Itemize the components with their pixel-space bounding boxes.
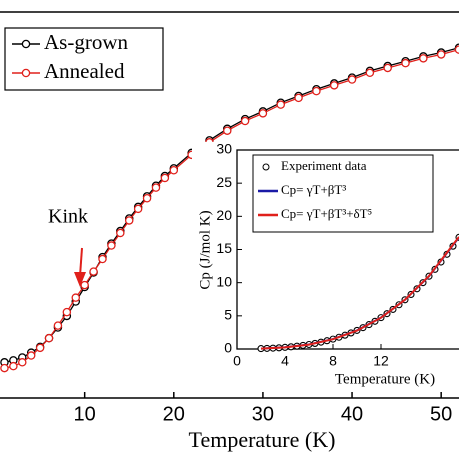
x-tick-label: 40 xyxy=(341,403,363,425)
data-point xyxy=(116,228,125,238)
data-point xyxy=(98,254,107,264)
y-axis-label: Cp (J/mol K) xyxy=(197,210,213,289)
data-point xyxy=(294,93,303,103)
data-point xyxy=(276,100,285,109)
x-tick-label: 50 xyxy=(430,403,452,425)
data-point xyxy=(9,361,18,371)
data-point xyxy=(35,343,45,353)
inset-plot: 0 5 10 15 20 25 30 0 4 8 12 Temperature (K) Cp (J/mo… xyxy=(192,141,459,391)
data-point xyxy=(160,173,170,183)
x-tick-label: 20 xyxy=(163,403,185,425)
data-point xyxy=(347,75,357,84)
data-point xyxy=(223,126,232,135)
main-plot: 10 20 30 40 50 xyxy=(0,43,459,425)
data-point xyxy=(124,216,134,225)
annotation-arrowhead xyxy=(74,272,86,287)
x-axis-label: Temperature (K) xyxy=(189,427,336,452)
legend-marker xyxy=(21,68,31,78)
legend-label: Experiment data xyxy=(281,158,367,173)
legend-box xyxy=(4,27,164,91)
data-point xyxy=(71,293,81,302)
data-point xyxy=(142,193,152,203)
data-point xyxy=(454,45,459,54)
data-point xyxy=(0,363,9,373)
y-tick-label: 30 xyxy=(216,141,232,157)
legend-label: Cp= γT+βT³ xyxy=(281,182,346,197)
data-point xyxy=(383,63,392,73)
legend-marker xyxy=(262,163,270,171)
data-point xyxy=(312,86,321,96)
x-axis-label: Temperature (K) xyxy=(335,371,435,387)
data-point xyxy=(401,58,410,68)
legend-marker xyxy=(21,39,31,49)
fit-line xyxy=(260,236,459,350)
x-tick-label: 12 xyxy=(373,353,389,369)
data-point xyxy=(53,321,63,330)
legend-label: Cp= γT+βT³+δT⁵ xyxy=(281,206,372,221)
data-point xyxy=(329,81,339,90)
data-point xyxy=(240,116,250,126)
x-tick-label: 30 xyxy=(252,403,274,425)
data-point xyxy=(18,358,27,367)
data-point xyxy=(107,241,116,250)
legend-label: As-grown xyxy=(44,30,128,54)
data-point xyxy=(258,109,268,118)
y-tick-label: 25 xyxy=(216,174,232,190)
data-point xyxy=(436,50,446,59)
y-tick-label: 0 xyxy=(224,340,232,356)
x-tick-label: 8 xyxy=(329,353,337,369)
data-point xyxy=(44,333,54,343)
data-point xyxy=(89,267,98,276)
y-tick-label: 20 xyxy=(216,207,232,223)
annotation-arrow xyxy=(79,247,83,277)
data-point xyxy=(169,166,179,175)
x-tick-label: 0 xyxy=(233,353,241,369)
data-point xyxy=(80,280,89,290)
annotation: Kink xyxy=(48,206,88,228)
y-tick-label: 5 xyxy=(224,307,232,323)
data-point xyxy=(365,68,375,78)
legend-label: Annealed xyxy=(44,59,125,83)
y-tick-label: 10 xyxy=(216,273,232,289)
data-point xyxy=(419,54,428,63)
data-point xyxy=(62,307,72,317)
x-tick-label: 4 xyxy=(281,353,289,369)
inset-legend-box xyxy=(252,154,434,233)
y-tick-label: 15 xyxy=(216,240,232,256)
data-point xyxy=(151,183,161,192)
data-point xyxy=(26,351,36,360)
x-tick-label: 10 xyxy=(74,403,96,425)
data-point xyxy=(133,204,143,214)
